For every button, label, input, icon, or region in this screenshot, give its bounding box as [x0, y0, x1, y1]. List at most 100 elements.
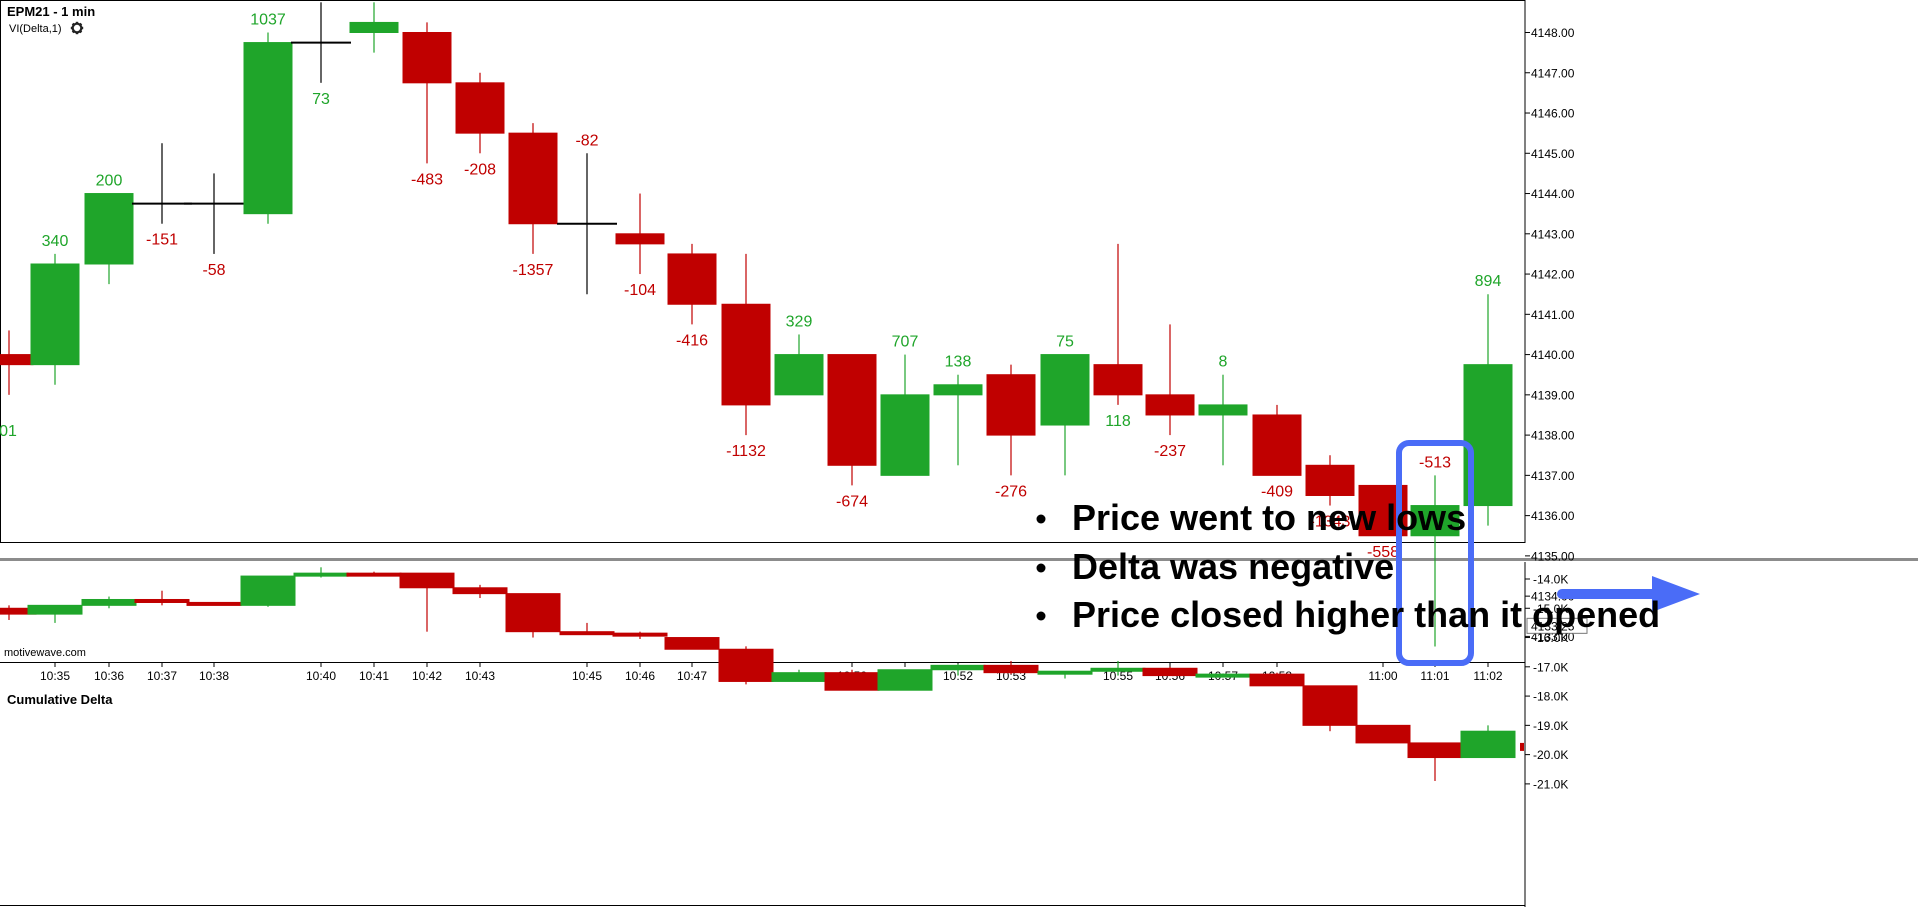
x-tick-label: 10:46 [625, 669, 655, 683]
delta-label: -409 [1261, 483, 1293, 500]
delta-label: 894 [1475, 273, 1502, 290]
x-tick-label: 10:52 [943, 669, 973, 683]
cum-candle-body [1355, 724, 1411, 744]
cum-candle-body [240, 575, 296, 606]
cum-candle-body [27, 604, 83, 615]
delta-label: 118 [1105, 413, 1131, 430]
cum-candle-body [1407, 742, 1463, 759]
price-y-tick-label: 4145.00 [1531, 147, 1575, 161]
cum-y-tick-label: -21.0K [1533, 777, 1568, 791]
cum-y-tick-label: -18.0K [1533, 690, 1568, 704]
candle-body [30, 263, 80, 366]
delta-label: -416 [676, 332, 708, 349]
price-y-tick-label: 4135.00 [1531, 549, 1575, 563]
delta-label: -558 [1367, 544, 1399, 561]
cumulative-delta-panel: Cumulative Delta -14.0K -15.0K -16.0K -17.0K… [0, 562, 1568, 907]
cum-candle-body [612, 632, 668, 637]
delta-label: 1037 [250, 12, 286, 29]
highlight-box [1396, 440, 1474, 666]
price-marker-label: 4133.25 [1531, 619, 1575, 633]
chart-title: EPM21 - 1 min [7, 4, 95, 19]
cum-candle-body [1460, 730, 1516, 759]
candle-body [1252, 414, 1302, 476]
delta-label: 340 [42, 233, 69, 250]
cum-y-tick-label: -19.0K [1533, 719, 1568, 733]
candle-body [1410, 505, 1460, 537]
x-tick-label: 10:36 [94, 669, 124, 683]
delta-label: -82 [575, 132, 598, 149]
x-tick-label: 10:43 [465, 669, 495, 683]
price-panel: EPM21 - 1 min VI(Delta,1) motivewave.com 41… [0, 0, 1918, 683]
price-y-tick-label: 4136.00 [1531, 509, 1575, 523]
candle-body [349, 21, 399, 33]
annotation-bullet [1036, 611, 1046, 621]
x-tick-label: 11:01 [1420, 669, 1449, 683]
cum-candle-body [1142, 667, 1198, 677]
cum-candle-body [877, 669, 933, 691]
candle-body [986, 374, 1036, 436]
delta-label: 200 [96, 173, 123, 190]
price-marker-box [1526, 617, 1588, 634]
gear-ring [71, 22, 83, 34]
cum-candle-body [930, 664, 986, 671]
delta-label: -276 [995, 483, 1027, 500]
arrow-head [1652, 576, 1700, 612]
cum-candle-body [664, 637, 720, 650]
candle-body [0, 354, 34, 366]
cum-candle-body [134, 598, 190, 603]
cum-candle-body [452, 587, 508, 595]
gear-icon[interactable] [70, 21, 84, 35]
x-tick-label: 10:47 [677, 669, 707, 683]
annotation-bullet [1036, 514, 1046, 524]
delta-label: 707 [892, 334, 919, 351]
x-tick-label: 10:45 [572, 669, 602, 683]
price-y-tick-label: 4144.00 [1531, 187, 1575, 201]
cum-candle-body [346, 572, 402, 577]
cum-candle-body [559, 631, 615, 636]
cum-candle-body [983, 664, 1039, 674]
annotation-text: Price went to new lows [1072, 497, 1466, 538]
candle-body [1040, 354, 1090, 426]
delta-label: 75 [1056, 334, 1074, 351]
cum-candle-body [824, 672, 880, 691]
candle-body [1305, 464, 1355, 496]
delta-label: -1343 [1310, 514, 1351, 531]
candle-body [402, 32, 452, 84]
x-tick-label: 10:55 [1103, 669, 1133, 683]
cum-candle-body [81, 598, 137, 606]
candle-body [615, 233, 665, 245]
cum-y-tick-label: -14.0K [1533, 573, 1568, 587]
price-y-tick-label: 4146.00 [1531, 107, 1575, 121]
candle-body [827, 354, 877, 466]
cum-delta-title: Cumulative Delta [7, 692, 113, 707]
cum-candle-body [505, 593, 561, 633]
candle-body [667, 253, 717, 305]
delta-label: -513 [1419, 454, 1451, 471]
delta-label: -208 [464, 161, 496, 178]
candle-body [933, 384, 983, 396]
cum-candle-body [771, 672, 827, 682]
cum-y-tick-label: -15.0K [1533, 602, 1568, 616]
price-y-tick-label: 4140.00 [1531, 348, 1575, 362]
cum-y-tick-label: -16.0K [1533, 631, 1568, 645]
price-y-tick-label: 4147.00 [1531, 66, 1575, 80]
cum-edge-mark [1520, 742, 1524, 751]
delta-label: -151 [146, 232, 178, 249]
cum-candle-body [1090, 667, 1146, 672]
cum-candle-body [399, 572, 455, 589]
candle-body [721, 303, 771, 406]
indicator-subtitle: VI(Delta,1) [9, 23, 62, 35]
delta-label: -674 [836, 493, 868, 510]
candle-body [243, 42, 293, 215]
price-y-tick-label: 4139.00 [1531, 388, 1575, 402]
delta-label: 329 [786, 313, 813, 330]
candle-body [1198, 404, 1248, 416]
price-y-tick-label: 4142.00 [1531, 268, 1575, 282]
candle-body [880, 394, 930, 476]
cum-y-tick-label: -17.0K [1533, 660, 1568, 674]
price-y-tick-label: 4141.00 [1531, 308, 1575, 322]
delta-label: 138 [945, 354, 972, 371]
